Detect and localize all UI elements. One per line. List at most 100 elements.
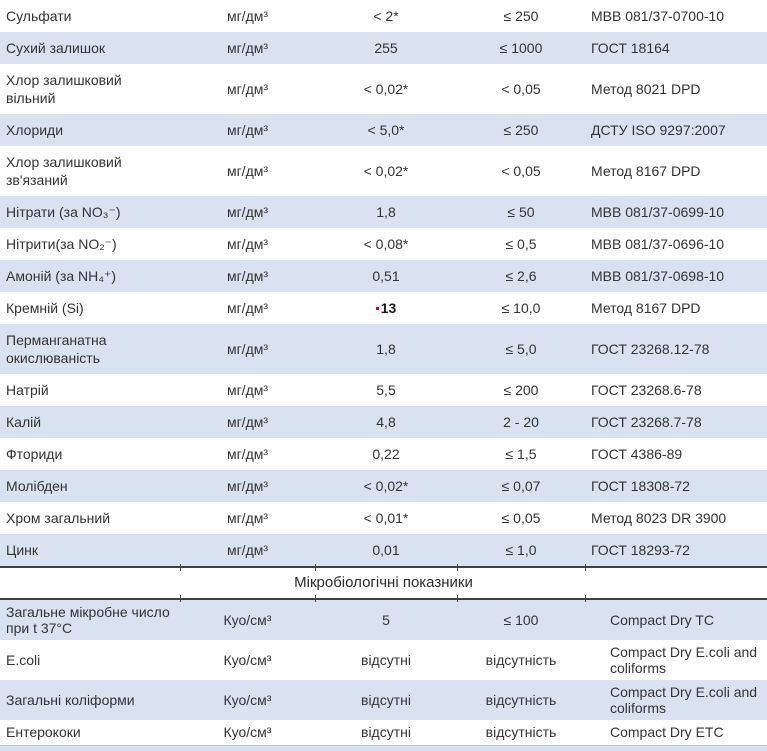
column-divider-tick [315, 564, 316, 571]
norm-cell: ≤ 250 [503, 8, 539, 24]
table-row: Амоній (за NH₄⁺) мг/дм³ 0,51 ≤ 2,6 МВВ 081/3… [0, 260, 767, 292]
method-cell: ГОСТ 23268.6-78 [591, 382, 702, 398]
section-title: Мікробіологічні показники [0, 564, 767, 602]
parameter-cell: Сульфати [6, 8, 72, 24]
norm-cell: ≤ 200 [503, 382, 539, 398]
method-cell: ГОСТ 23268.7-78 [591, 414, 702, 430]
unit-cell: мг/дм³ [226, 341, 269, 357]
section-header: Мікробіологічні показники [0, 564, 767, 602]
parameter-cell: Цинк [6, 542, 39, 558]
parameter-cell: Нітрати (за NO₃⁻) [6, 204, 121, 220]
measured-value-cell: 5 [382, 612, 390, 628]
norm-cell: відсутність [485, 652, 557, 668]
unit-cell: мг/дм³ [226, 81, 269, 97]
measured-value-cell: < 0,01* [363, 510, 409, 526]
table-row: Загальне мікробне число при t 37°С Куо/см… [0, 599, 767, 640]
measured-value-cell: 1,8 [376, 341, 396, 357]
norm-cell: 2 - 20 [503, 414, 539, 430]
unit-cell: мг/дм³ [226, 163, 269, 179]
unit-cell: Куо/см³ [223, 692, 272, 708]
column-divider-tick [457, 595, 458, 602]
table-row: Молібден мг/дм³ < 0,02* ≤ 0,07 ГОСТ 18308-72 [0, 470, 767, 502]
table-row: Хлор залишковий вільний мг/дм³ < 0,02* < 0,… [0, 64, 767, 114]
method-cell: Метод 8167 DPD [591, 163, 701, 179]
parameter-cell: Хлор залишковий зв'язаний [6, 154, 122, 188]
measured-value-cell: < 5,0* [367, 122, 405, 138]
measured-value-cell: 5,5 [376, 382, 396, 398]
measured-value-cell: 0,01 [372, 542, 400, 558]
table-row: Фториди мг/дм³ 0,22 ≤ 1,5 ГОСТ 4386-89 [0, 438, 767, 470]
norm-cell: відсутність [485, 692, 557, 708]
parameter-cell: Сухий залишок [6, 40, 105, 56]
parameter-cell: Загальні коліформи [6, 692, 135, 708]
norm-cell: ≤ 1,5 [505, 446, 537, 462]
exceedance-marker-icon [375, 307, 379, 310]
norm-cell: < 0,05 [501, 81, 541, 97]
table-row: Хлор залишковий зв'язаний мг/дм³ < 0,02* < … [0, 146, 767, 196]
chemical-indicators-section: Сульфати мг/дм³ < 2* ≤ 250 МВВ 081/37-0700-1… [0, 8, 767, 567]
table-row: Перманганатна окислюваність мг/дм³ 1,8 ≤ 5,… [0, 324, 767, 374]
norm-cell: ≤ 0,07 [501, 478, 541, 494]
unit-cell: мг/дм³ [226, 122, 269, 138]
unit-cell: мг/дм³ [226, 510, 269, 526]
method-cell: ГОСТ 18308-72 [591, 478, 690, 494]
column-divider-tick [585, 564, 586, 571]
norm-cell: ≤ 250 [503, 122, 539, 138]
table-row: Кремній (Si) мг/дм³ 13 ≤ 10,0 Метод 8167 DPD [0, 292, 767, 324]
norm-cell: ≤ 1,0 [505, 542, 537, 558]
exceeded-value: 13 [380, 300, 397, 316]
measured-value-cell: < 0,02* [363, 478, 409, 494]
parameter-cell: Перманганатна окислюваність [6, 332, 107, 366]
table-row: Цинк мг/дм³ 0,01 ≤ 1,0 ГОСТ 18293-72 [0, 534, 767, 567]
parameter-cell: Загальне мікробне число при t 37°С [6, 604, 170, 636]
parameter-cell: Нітрити(за NO₂⁻) [6, 236, 117, 252]
unit-cell: мг/дм³ [226, 382, 269, 398]
method-cell: ГОСТ 4386-89 [591, 446, 683, 462]
method-cell: МВВ 081/37-0696-10 [591, 236, 725, 252]
method-cell: ДСТУ ISO 9297:2007 [591, 122, 726, 138]
method-cell: ГОСТ 23268.12-78 [591, 341, 710, 357]
table-row: Нітрити(за NO₂⁻) мг/дм³ < 0,08* ≤ 0,5 МВВ 08… [0, 228, 767, 260]
norm-cell: відсутність [485, 724, 557, 740]
unit-cell: Куо/см³ [223, 652, 272, 668]
measured-value-cell: відсутні [361, 692, 411, 708]
parameter-cell: Кремній (Si) [6, 300, 84, 316]
measured-value-cell: < 0,02* [363, 163, 409, 179]
method-cell: Метод 8023 DR 3900 [591, 510, 727, 526]
table-row: Загальні коліформи Куо/см³ відсутні відсутн… [0, 680, 767, 720]
method-cell: МВВ 081/37-0700-10 [591, 8, 725, 24]
measured-value-cell: < 0,02* [363, 81, 409, 97]
measured-value-cell: 4,8 [376, 414, 396, 430]
unit-cell: мг/дм³ [226, 414, 269, 430]
unit-cell: мг/дм³ [226, 446, 269, 462]
microbiological-indicators-section: Загальне мікробне число при t 37°С Куо/см… [0, 599, 767, 744]
measured-value-cell: 13 [315, 292, 457, 324]
measured-value-cell: 0,51 [372, 268, 400, 284]
norm-cell: ≤ 50 [507, 204, 535, 220]
norm-cell: ≤ 2,6 [505, 268, 537, 284]
table-row: Хлориди мг/дм³ < 5,0* ≤ 250 ДСТУ ISO 9297:20… [0, 114, 767, 146]
parameter-cell: Калій [6, 414, 42, 430]
column-divider-tick [180, 564, 181, 571]
norm-cell: ≤ 100 [503, 612, 539, 628]
parameter-cell: Хлор залишковий вільний [6, 72, 122, 106]
unit-cell: мг/дм³ [226, 204, 269, 220]
method-cell: Метод 8021 DPD [591, 81, 701, 97]
norm-cell: ≤ 5,0 [505, 341, 537, 357]
table-row: Ентерококи Куо/см³ відсутні відсутність Comp… [0, 720, 767, 744]
parameter-cell: E.coli [6, 652, 41, 668]
column-divider-tick [315, 595, 316, 602]
unit-cell: мг/дм³ [226, 268, 269, 284]
measured-value-cell: 1,8 [376, 204, 396, 220]
column-divider-tick [180, 595, 181, 602]
table-row: Калій мг/дм³ 4,8 2 - 20 ГОСТ 23268.7-78 [0, 406, 767, 438]
unit-cell: мг/дм³ [226, 236, 269, 252]
parameter-cell: Амоній (за NH₄⁺) [6, 268, 117, 284]
table-row: Натрій мг/дм³ 5,5 ≤ 200 ГОСТ 23268.6-78 [0, 374, 767, 406]
unit-cell: мг/дм³ [226, 300, 269, 316]
norm-cell: ≤ 0,05 [501, 510, 541, 526]
table-row: Сухий залишок мг/дм³ 255 ≤ 1000 ГОСТ 18164 [0, 32, 767, 64]
norm-cell: ≤ 1000 [499, 40, 543, 56]
partial-next-row [0, 746, 767, 751]
table-row: E.coli Куо/см³ відсутні відсутність Compact … [0, 640, 767, 680]
